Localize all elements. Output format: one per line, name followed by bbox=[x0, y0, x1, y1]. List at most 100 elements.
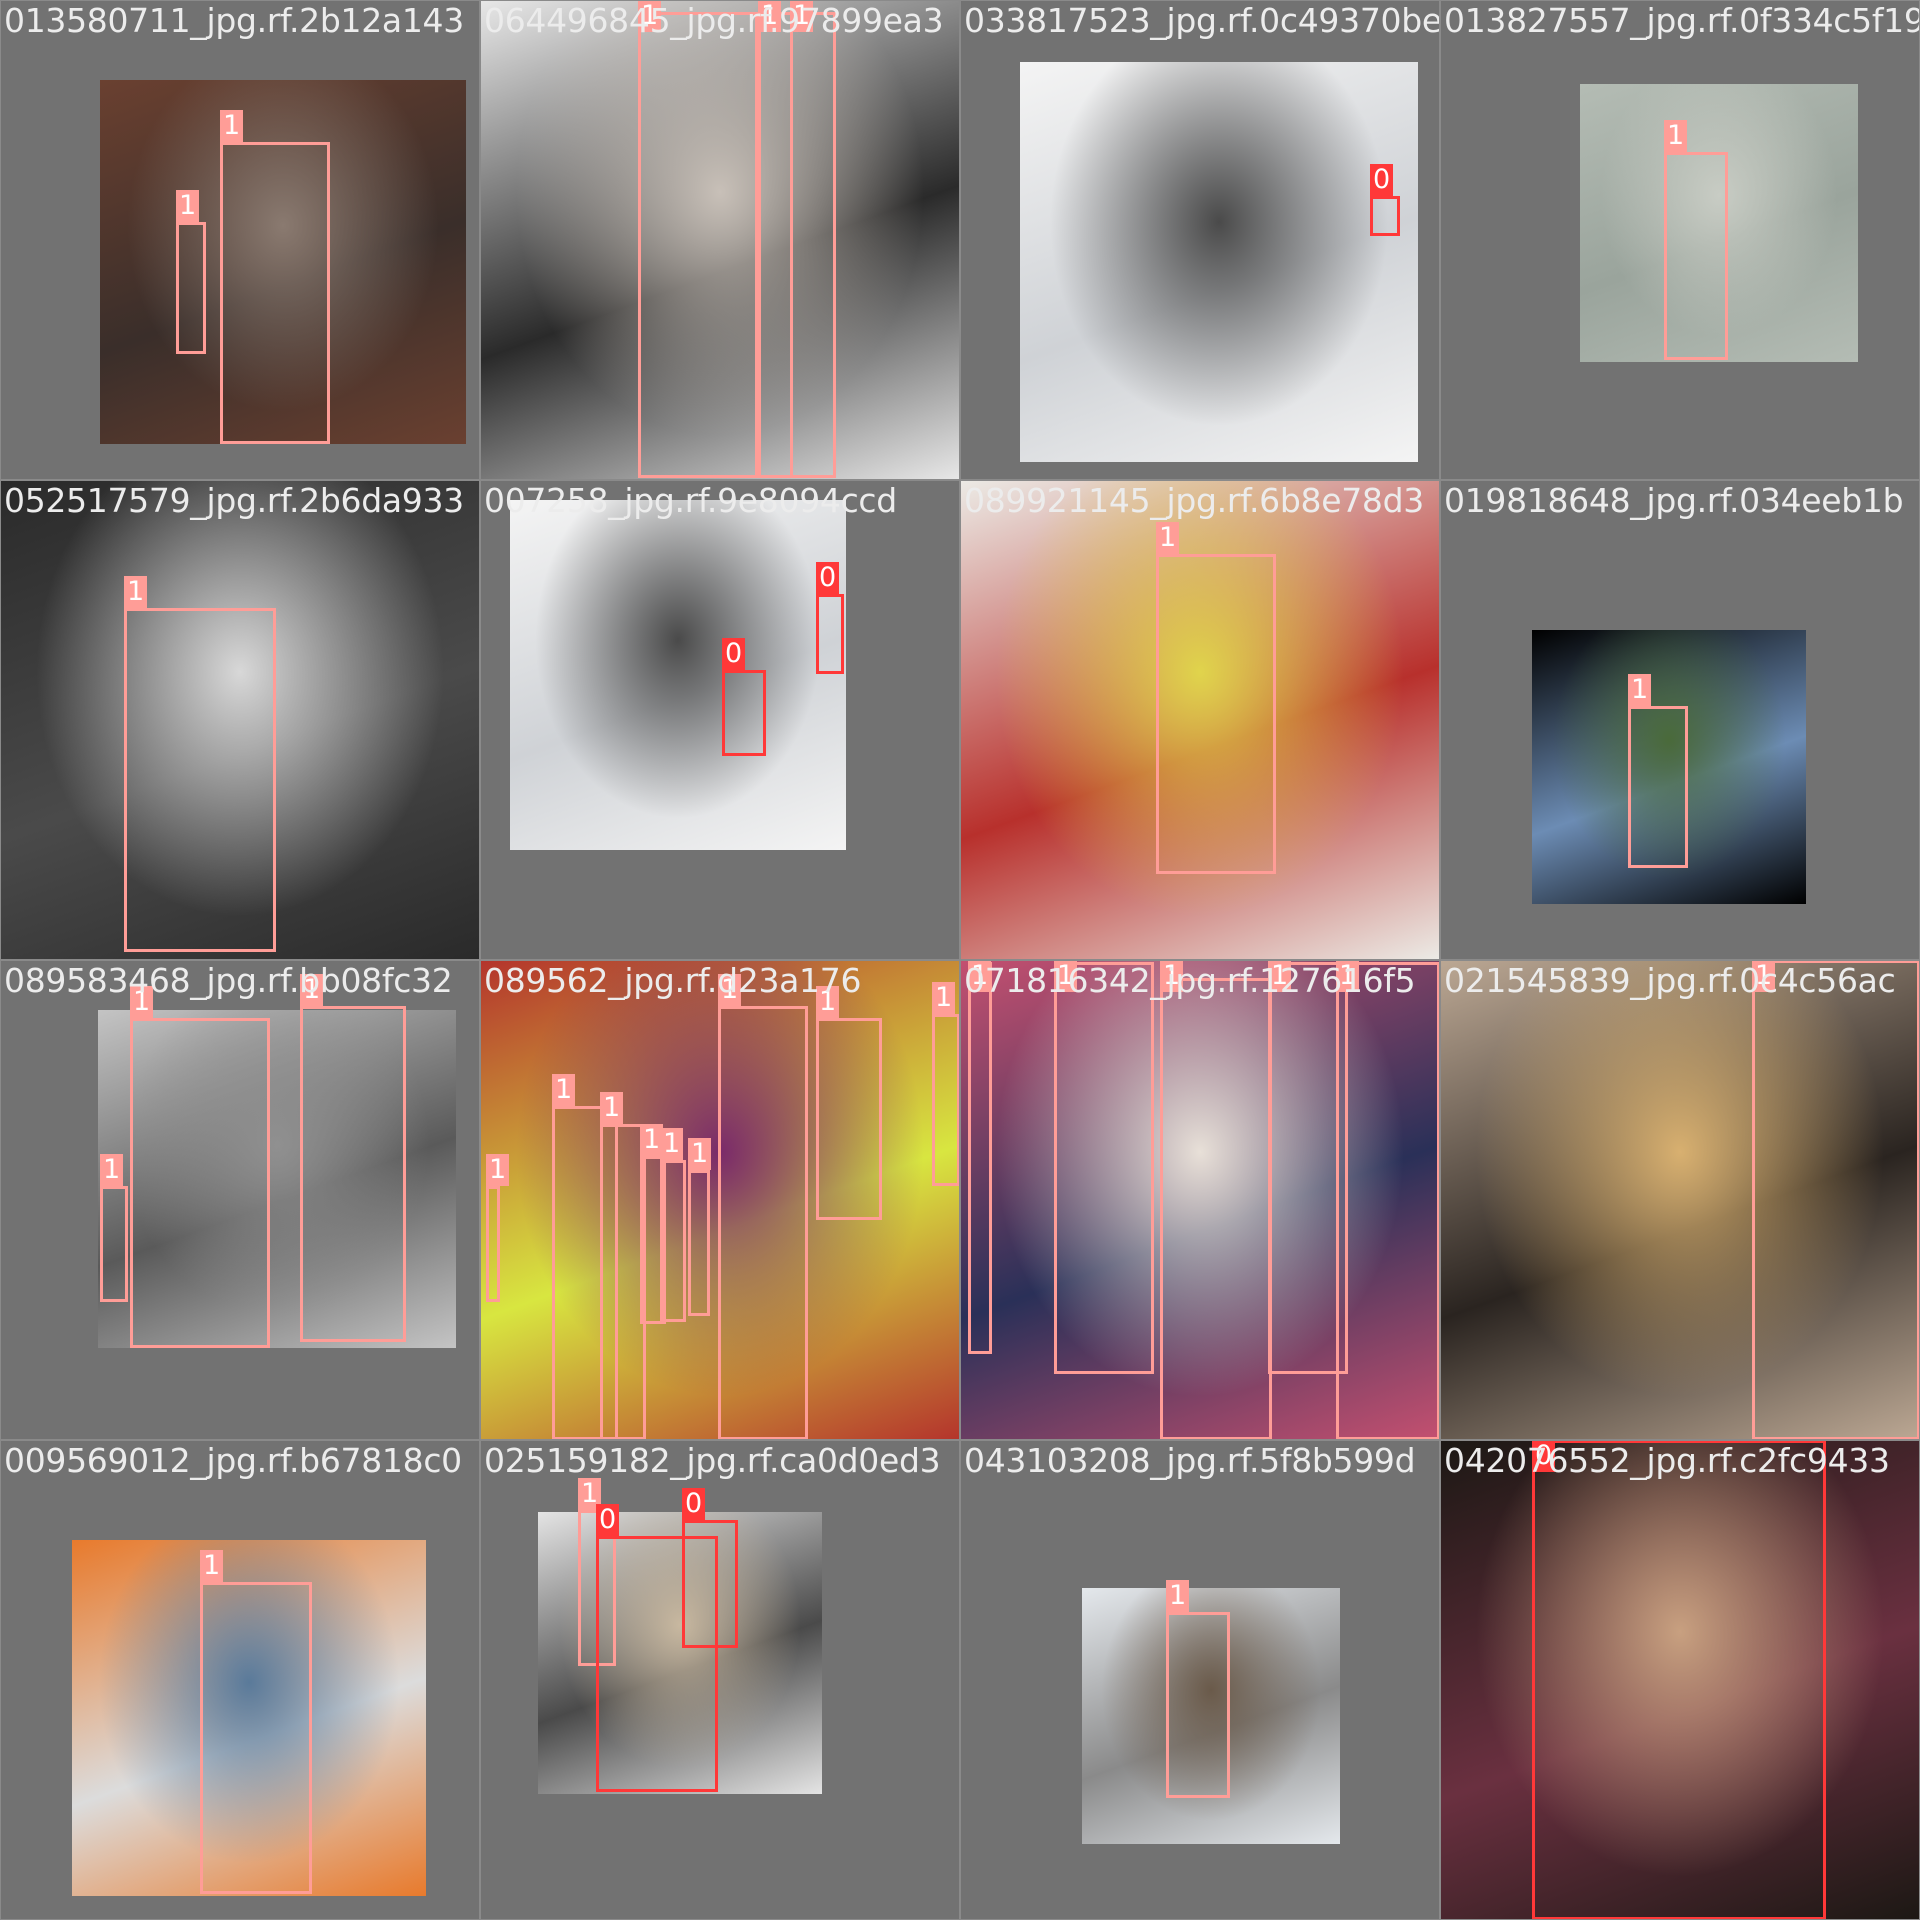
class-tag: 1 bbox=[758, 0, 782, 32]
scene-photo bbox=[510, 500, 846, 850]
class-tag: 1 bbox=[100, 1154, 124, 1186]
bounding-box-class-1 bbox=[100, 1186, 128, 1302]
mosaic-tile: 1 013827557_jpg.rf.0f334c5f19 bbox=[1440, 0, 1920, 480]
class-tag: 1 bbox=[124, 576, 148, 608]
bounding-box-class-1 bbox=[486, 1186, 500, 1302]
class-tag: 0 bbox=[816, 562, 840, 594]
bounding-box-class-1 bbox=[600, 1124, 646, 1440]
class-tag: 1 bbox=[130, 986, 154, 1018]
bounding-box-class-0 bbox=[1370, 196, 1400, 236]
mosaic-tile: 1 009569012_jpg.rf.b67818c0 bbox=[0, 1440, 480, 1920]
scene-photo bbox=[98, 1010, 456, 1348]
class-tag: 1 bbox=[660, 1128, 684, 1160]
class-tag: 1 bbox=[200, 1550, 224, 1582]
scene-photo bbox=[100, 80, 466, 444]
bounding-box-class-0 bbox=[816, 594, 844, 674]
bounding-box-class-1 bbox=[688, 1170, 710, 1316]
mosaic-tile: 0 033817523_jpg.rf.0c49370bec16e bbox=[960, 0, 1440, 480]
mosaic-tile: 1 1 013580711_jpg.rf.2b12a143 bbox=[0, 0, 480, 480]
bounding-box-class-1 bbox=[300, 1006, 406, 1342]
class-tag: 1 bbox=[1752, 960, 1776, 992]
mosaic-tile: 1 043103208_jpg.rf.5f8b599d bbox=[960, 1440, 1440, 1920]
bounding-box-class-1 bbox=[220, 142, 330, 444]
class-tag: 1 bbox=[1156, 522, 1180, 554]
bounding-box-class-1 bbox=[718, 1006, 808, 1440]
class-tag: 1 bbox=[1628, 674, 1652, 706]
scene-photo bbox=[1440, 960, 1920, 1440]
class-tag: 1 bbox=[640, 1124, 664, 1156]
scene-photo bbox=[538, 1512, 822, 1794]
mosaic-tile: 0 042076552_jpg.rf.c2fc9433 bbox=[1440, 1440, 1920, 1920]
bounding-box-class-1 bbox=[1628, 706, 1688, 868]
tile-filename: 013827557_jpg.rf.0f334c5f19 bbox=[1444, 1, 1920, 40]
scene-photo bbox=[1580, 84, 1858, 362]
bounding-box-class-1 bbox=[1752, 960, 1920, 1440]
bounding-box-class-1 bbox=[130, 1018, 270, 1348]
tile-filename: 009569012_jpg.rf.b67818c0 bbox=[4, 1441, 462, 1480]
bounding-box-class-1 bbox=[124, 608, 276, 952]
class-tag: 1 bbox=[790, 0, 814, 32]
bounding-box-class-1 bbox=[176, 222, 206, 354]
tile-filename: 019818648_jpg.rf.034eeb1b bbox=[1444, 481, 1904, 520]
class-tag: 0 bbox=[596, 1504, 620, 1536]
bounding-box-class-1 bbox=[1054, 962, 1154, 1374]
tile-filename: 043103208_jpg.rf.5f8b599d bbox=[964, 1441, 1416, 1480]
class-tag: 1 bbox=[1664, 120, 1688, 152]
bounding-box-class-1 bbox=[790, 12, 836, 478]
class-tag: 1 bbox=[600, 1092, 624, 1124]
mosaic-tile: 1 021545839_jpg.rf.0c4c56ac bbox=[1440, 960, 1920, 1440]
class-tag: 1 bbox=[220, 110, 244, 142]
bounding-box-class-1 bbox=[1268, 962, 1348, 1374]
class-tag: 0 bbox=[1370, 164, 1394, 196]
class-tag: 0 bbox=[722, 638, 746, 670]
class-tag: 1 bbox=[638, 0, 662, 32]
class-tag: 1 bbox=[718, 974, 742, 1006]
bounding-box-class-1 bbox=[1156, 554, 1276, 874]
bounding-box-class-1 bbox=[968, 962, 992, 1354]
bounding-box-class-1 bbox=[816, 1018, 882, 1220]
bounding-box-class-0 bbox=[682, 1520, 738, 1648]
scene-photo bbox=[72, 1540, 426, 1896]
class-tag: 1 bbox=[176, 190, 200, 222]
class-tag: 1 bbox=[1160, 960, 1184, 992]
class-tag: 1 bbox=[300, 974, 324, 1006]
mosaic-tile: 1 1 1 1 1 071816342_jpg.rf.127616f5 bbox=[960, 960, 1440, 1440]
scene-photo bbox=[1532, 630, 1806, 904]
bounding-box-class-0 bbox=[596, 1536, 718, 1792]
mosaic-tile: 1 019818648_jpg.rf.034eeb1b bbox=[1440, 480, 1920, 960]
class-tag: 1 bbox=[688, 1138, 712, 1170]
class-tag: 1 bbox=[816, 986, 840, 1018]
mosaic-tile: 1 052517579_jpg.rf.2b6da933 bbox=[0, 480, 480, 960]
tile-filename: 033817523_jpg.rf.0c49370bec16e bbox=[964, 1, 1440, 40]
bounding-box-class-1 bbox=[552, 1106, 618, 1440]
class-tag: 1 bbox=[968, 960, 992, 992]
mosaic-tile: 1 1 1 1 1 1 1 1 1 089562_jpg.rf.d23a176 bbox=[480, 960, 960, 1440]
scene-photo bbox=[1082, 1588, 1340, 1844]
scene-photo bbox=[0, 480, 480, 960]
bounding-box-class-1 bbox=[660, 1160, 686, 1322]
class-tag: 0 bbox=[682, 1488, 706, 1520]
class-tag: 1 bbox=[1054, 960, 1078, 992]
tile-filename: 089583468_jpg.rf.bb08fc32 bbox=[4, 961, 453, 1000]
class-tag: 1 bbox=[552, 1074, 576, 1106]
mosaic-tile: 1 1 1 064496845_jpg.rf.97899ea3 bbox=[480, 0, 960, 480]
tile-filename: 013580711_jpg.rf.2b12a143 bbox=[4, 1, 464, 40]
bounding-box-class-1 bbox=[1664, 152, 1728, 360]
scene-photo bbox=[480, 0, 960, 480]
mosaic-tile: 1 0 0 025159182_jpg.rf.ca0d0ed3 bbox=[480, 1440, 960, 1920]
class-tag: 1 bbox=[932, 982, 956, 1014]
mosaic-tile: 1 089921145_jpg.rf.6b8e78d3 bbox=[960, 480, 1440, 960]
class-tag: 1 bbox=[486, 1154, 510, 1186]
mosaic-tile: 1 1 1 089583468_jpg.rf.bb08fc32 bbox=[0, 960, 480, 1440]
class-tag: 1 bbox=[1268, 960, 1292, 992]
scene-photo bbox=[1440, 1440, 1920, 1920]
scene-photo bbox=[1020, 62, 1418, 462]
bounding-box-class-0 bbox=[1532, 1440, 1826, 1920]
bounding-box-class-1 bbox=[1160, 978, 1272, 1440]
class-tag: 0 bbox=[1532, 1440, 1556, 1472]
class-tag: 1 bbox=[578, 1478, 602, 1510]
bounding-box-class-1 bbox=[1336, 962, 1440, 1440]
scene-photo bbox=[960, 960, 1440, 1440]
class-tag: 1 bbox=[1336, 960, 1360, 992]
